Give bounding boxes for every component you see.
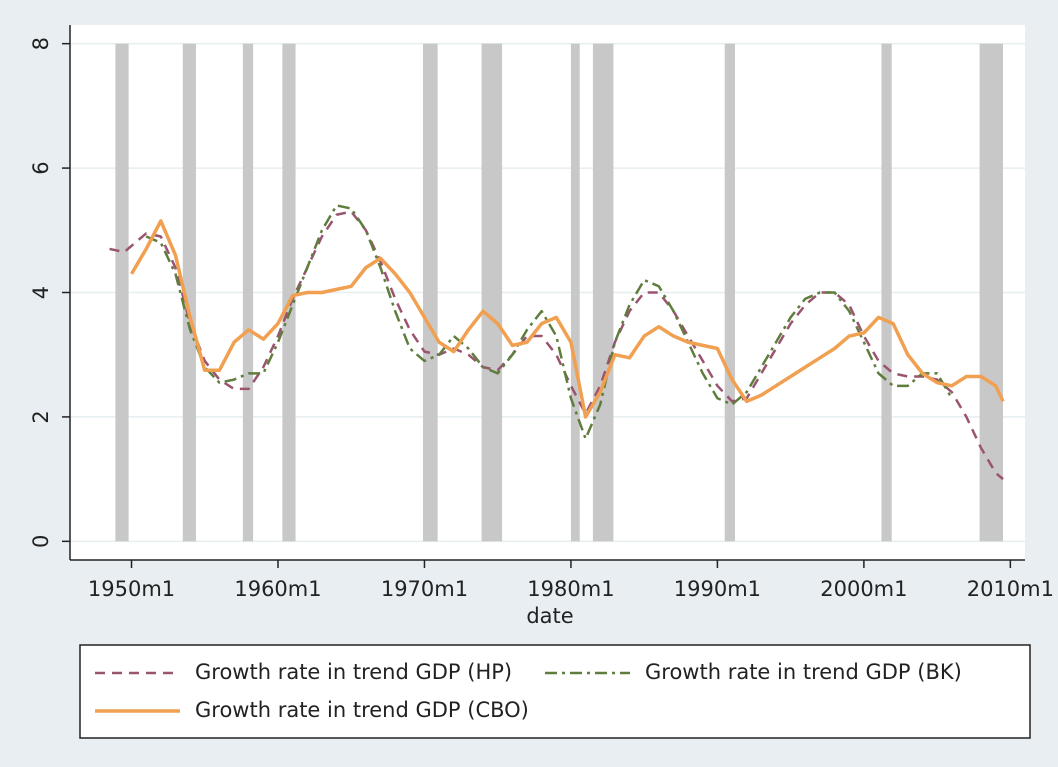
x-tick-label: 1980m1 (527, 577, 614, 601)
recession-band (724, 43, 735, 542)
y-tick-label: 2 (29, 410, 53, 423)
data-line (145, 204, 953, 440)
recession-band (115, 43, 129, 542)
data-line (130, 219, 1005, 419)
data-line (109, 210, 1004, 481)
recession-band (979, 43, 1004, 542)
legend-label: Growth rate in trend GDP (BK) (645, 660, 962, 684)
x-tick-label: 1960m1 (234, 577, 321, 601)
x-tick-label: 2010m1 (967, 577, 1054, 601)
x-tick-label: 1950m1 (88, 577, 175, 601)
recession-band (592, 43, 614, 542)
x-tick-label: 1970m1 (381, 577, 468, 601)
plot-layer (70, 42, 1025, 543)
recession-band (282, 43, 296, 542)
recession-band (481, 43, 503, 542)
y-tick-label: 6 (29, 161, 53, 174)
x-axis-label: date (526, 604, 573, 628)
y-tick-label: 0 (29, 535, 53, 548)
legend-label: Growth rate in trend GDP (HP) (195, 660, 512, 684)
recession-band (182, 43, 196, 542)
legend (79, 644, 1031, 739)
x-tick-label: 2000m1 (820, 577, 907, 601)
recession-band (422, 43, 438, 542)
y-tick-label: 4 (29, 286, 53, 299)
x-tick-label: 1990m1 (674, 577, 761, 601)
recession-band (881, 43, 892, 542)
legend-label: Growth rate in trend GDP (CBO) (195, 698, 529, 722)
y-tick-label: 8 (29, 37, 53, 50)
recession-band (242, 43, 254, 542)
recession-band (570, 43, 580, 542)
